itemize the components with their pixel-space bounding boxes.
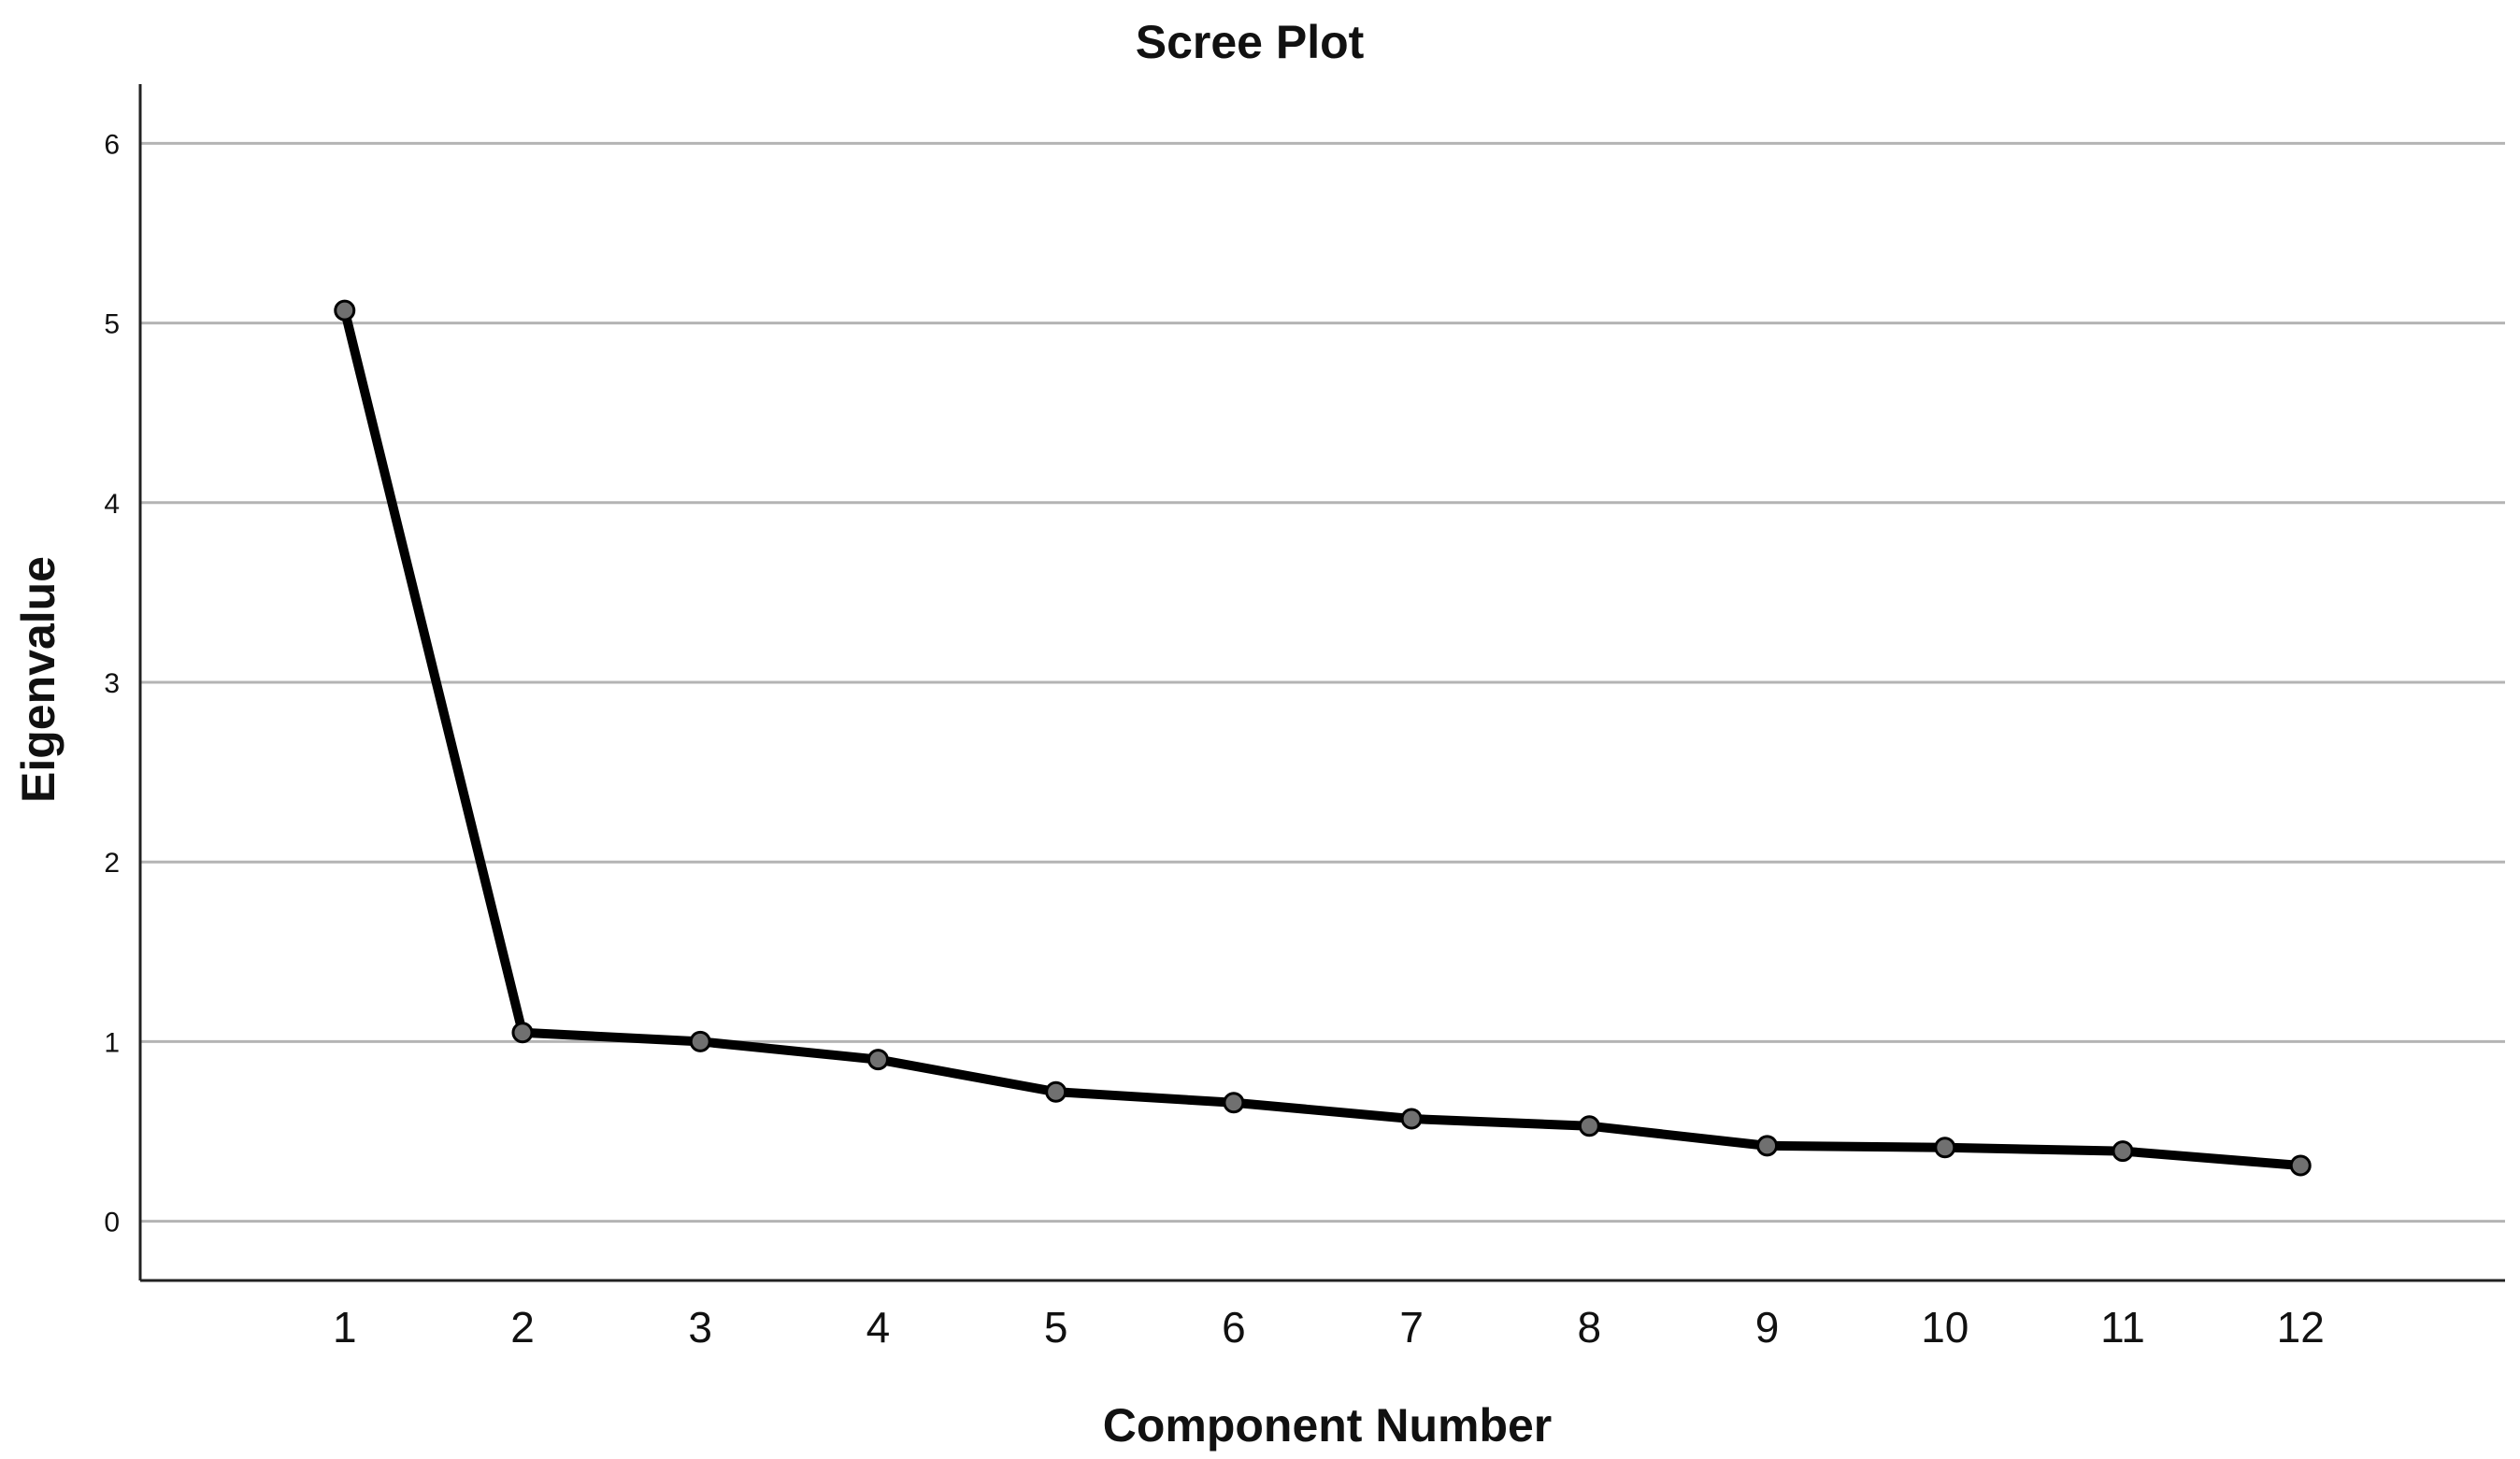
y-axis-label: Eigenvalue (12, 556, 64, 803)
x-axis-label: Component Number (1103, 1399, 1553, 1452)
gridlines (140, 141, 2505, 1223)
axes (138, 84, 2505, 1282)
y-tick-label: 5 (104, 309, 120, 340)
y-tick-label: 3 (104, 668, 120, 699)
x-tick-label: 8 (1578, 1303, 1602, 1352)
y-tick-label: 0 (104, 1208, 120, 1238)
chart-title: Scree Plot (1136, 16, 1365, 68)
x-tick-label: 9 (1755, 1303, 1780, 1352)
x-tick-label: 4 (866, 1303, 891, 1352)
x-tick-label: 6 (1222, 1303, 1246, 1352)
eigenvalue-point-1 (334, 299, 356, 322)
y-tick-label: 2 (104, 848, 120, 879)
eigenvalue-point-4 (866, 1049, 889, 1071)
y-tick-labels: 0 1 2 3 4 5 6 (104, 129, 120, 1237)
x-tick-label: 5 (1044, 1303, 1068, 1352)
eigenvalue-point-6 (1223, 1092, 1245, 1114)
x-tick-label: 2 (510, 1303, 535, 1352)
x-tick-label: 1 (333, 1303, 357, 1352)
eigenvalue-point-12 (2289, 1154, 2312, 1177)
x-tick-label: 12 (2277, 1303, 2325, 1352)
eigenvalue-point-7 (1400, 1108, 1423, 1130)
x-tick-label: 11 (2100, 1303, 2145, 1352)
eigenvalue-point-3 (689, 1030, 711, 1052)
eigenvalue-series-line (339, 306, 2306, 1170)
x-tick-label: 7 (1399, 1303, 1424, 1352)
eigenvalue-point-2 (511, 1022, 534, 1044)
eigenvalue-point-10 (1934, 1137, 1956, 1159)
eigenvalue-point-5 (1045, 1080, 1067, 1103)
x-tick-label: 3 (688, 1303, 712, 1352)
eigenvalue-point-8 (1578, 1115, 1600, 1137)
eigenvalue-point-9 (1756, 1135, 1779, 1157)
x-tick-label: 10 (1921, 1303, 1969, 1352)
eigenvalue-point-11 (2112, 1140, 2134, 1163)
y-tick-label: 6 (104, 129, 120, 160)
y-tick-label: 1 (104, 1027, 120, 1058)
series (334, 299, 2312, 1177)
x-tick-labels: 1 2 3 4 5 6 7 8 9 10 11 12 (333, 1303, 2325, 1352)
y-tick-label: 4 (104, 489, 120, 520)
